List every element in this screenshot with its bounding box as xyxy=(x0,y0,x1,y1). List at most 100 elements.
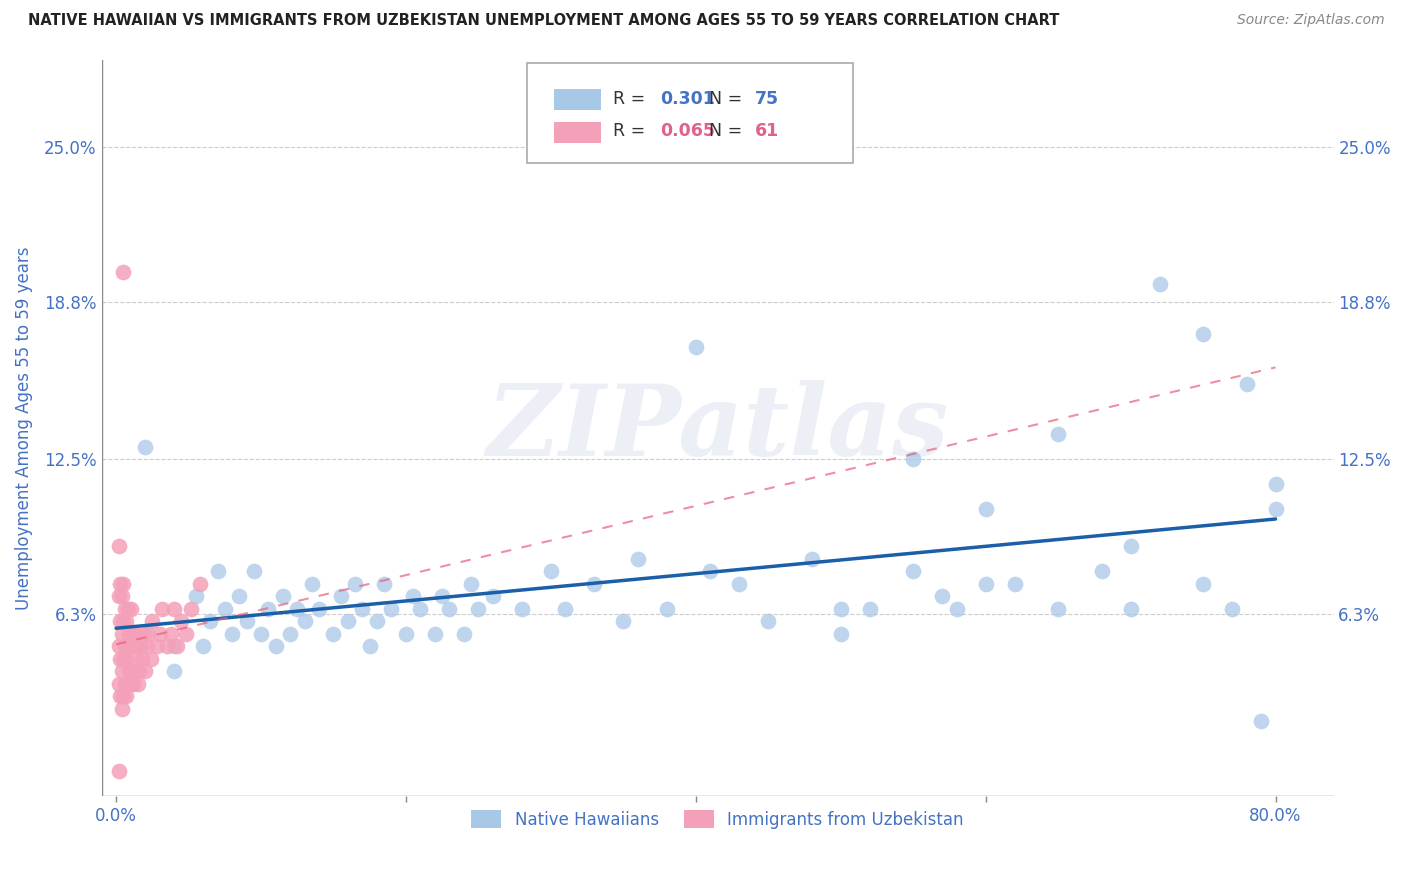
Point xyxy=(830,602,852,616)
Point xyxy=(974,577,997,591)
Point xyxy=(214,602,236,616)
Point xyxy=(111,627,134,641)
Point xyxy=(228,590,250,604)
Bar xyxy=(554,122,600,143)
Point xyxy=(1047,427,1070,442)
Point xyxy=(110,577,132,591)
Point xyxy=(122,640,145,654)
Point xyxy=(136,627,159,641)
Point xyxy=(800,552,823,566)
Point xyxy=(430,590,453,604)
Point xyxy=(257,602,280,616)
Point xyxy=(163,665,186,679)
Point xyxy=(112,265,135,279)
Point xyxy=(111,665,134,679)
Point xyxy=(125,652,148,666)
Point xyxy=(366,615,388,629)
Point xyxy=(271,590,294,604)
Point xyxy=(108,540,131,554)
Point xyxy=(122,677,145,691)
Point xyxy=(112,652,135,666)
Point xyxy=(110,615,132,629)
Point xyxy=(322,627,344,641)
Point xyxy=(554,602,576,616)
Point xyxy=(163,602,186,616)
Point xyxy=(200,615,222,629)
Text: 0.301: 0.301 xyxy=(659,90,714,108)
Point xyxy=(134,665,156,679)
Point xyxy=(439,602,461,616)
Point xyxy=(1047,602,1070,616)
Point xyxy=(115,615,138,629)
Point xyxy=(409,602,432,616)
Point xyxy=(114,602,136,616)
Point xyxy=(336,615,359,629)
Point xyxy=(699,565,721,579)
Point xyxy=(139,652,162,666)
Point xyxy=(114,640,136,654)
Point xyxy=(242,565,264,579)
Point xyxy=(460,577,482,591)
Point xyxy=(110,690,132,704)
Text: 0.065: 0.065 xyxy=(659,122,714,140)
Point xyxy=(124,627,146,641)
Point xyxy=(180,602,202,616)
FancyBboxPatch shape xyxy=(527,63,853,162)
Point xyxy=(1236,377,1258,392)
Point xyxy=(124,665,146,679)
Point xyxy=(118,627,141,641)
Point xyxy=(395,627,418,641)
Point xyxy=(120,640,142,654)
Point xyxy=(583,577,606,591)
Point xyxy=(453,627,475,641)
Point xyxy=(931,590,953,604)
Point xyxy=(1192,577,1215,591)
Point xyxy=(191,640,214,654)
Point xyxy=(359,640,381,654)
Point xyxy=(127,640,149,654)
Point xyxy=(117,640,139,654)
Point xyxy=(830,627,852,641)
Point xyxy=(188,577,211,591)
Point xyxy=(108,677,131,691)
Point xyxy=(121,665,143,679)
Point xyxy=(114,677,136,691)
Point xyxy=(221,627,243,641)
Point xyxy=(344,577,367,591)
Text: N =: N = xyxy=(709,90,748,108)
Point xyxy=(655,602,678,616)
Point xyxy=(163,640,186,654)
Point xyxy=(1250,714,1272,729)
Point xyxy=(112,690,135,704)
Point xyxy=(148,627,170,641)
Point xyxy=(1220,602,1243,616)
Point xyxy=(859,602,882,616)
Point xyxy=(308,602,330,616)
Point xyxy=(117,677,139,691)
Point xyxy=(129,640,152,654)
Legend: Native Hawaiians, Immigrants from Uzbekistan: Native Hawaiians, Immigrants from Uzbeki… xyxy=(465,804,970,836)
Point xyxy=(174,627,197,641)
Text: 75: 75 xyxy=(755,90,779,108)
Point xyxy=(510,602,533,616)
Text: Source: ZipAtlas.com: Source: ZipAtlas.com xyxy=(1237,13,1385,28)
Point xyxy=(111,590,134,604)
Point xyxy=(120,677,142,691)
Point xyxy=(612,615,634,629)
Point xyxy=(207,565,229,579)
Point xyxy=(118,665,141,679)
Text: N =: N = xyxy=(709,122,748,140)
Point xyxy=(110,652,132,666)
Point xyxy=(166,640,188,654)
Text: ZIPatlas: ZIPatlas xyxy=(486,380,949,476)
Point xyxy=(301,577,323,591)
Point xyxy=(127,677,149,691)
Point xyxy=(1119,602,1142,616)
Point xyxy=(235,615,257,629)
Point xyxy=(329,590,352,604)
Point xyxy=(540,565,562,579)
Point xyxy=(685,340,707,354)
Point xyxy=(121,627,143,641)
Point xyxy=(264,640,287,654)
Point xyxy=(728,577,751,591)
